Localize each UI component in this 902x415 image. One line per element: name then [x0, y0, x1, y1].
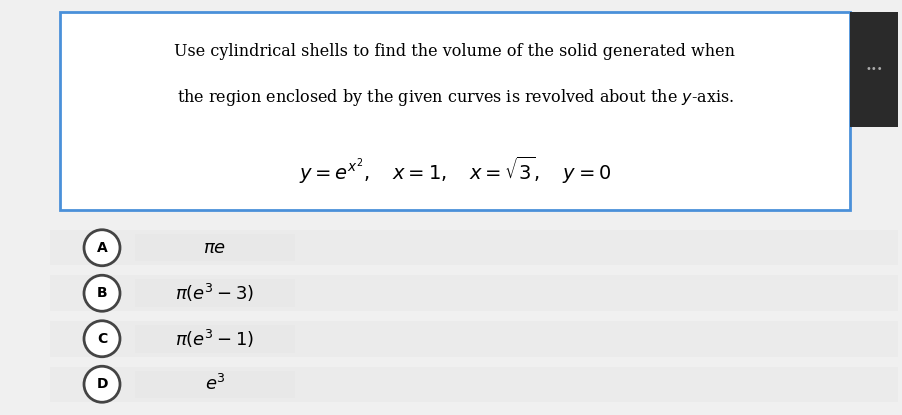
Text: Use cylindrical shells to find the volume of the solid generated when: Use cylindrical shells to find the volum… [174, 43, 735, 60]
Text: •••: ••• [864, 64, 882, 75]
Bar [50, 230, 897, 266]
Bar [50, 321, 897, 356]
Text: $y = e^{x^2}, \quad x = 1, \quad x = \sqrt{3}, \quad y = 0$: $y = e^{x^2}, \quad x = 1, \quad x = \sq… [299, 155, 611, 186]
Text: C: C [97, 332, 107, 346]
Text: the region enclosed by the given curves is revolved about the $y$-axis.: the region enclosed by the given curves … [176, 87, 732, 107]
Bar [135, 234, 295, 261]
Text: $\pi e$: $\pi e$ [203, 239, 226, 257]
Text: $e^3$: $e^3$ [205, 374, 226, 394]
Circle shape [84, 275, 120, 311]
Text: A: A [97, 241, 107, 255]
Bar [60, 12, 849, 210]
Bar [849, 12, 897, 127]
Text: B: B [97, 286, 107, 300]
Circle shape [84, 230, 120, 266]
Bar [60, 12, 849, 210]
Bar [135, 279, 295, 307]
Bar [50, 366, 897, 402]
Bar [50, 276, 897, 311]
Text: D: D [97, 377, 107, 391]
Circle shape [84, 366, 120, 402]
Text: $\pi(e^3 - 1)$: $\pi(e^3 - 1)$ [175, 328, 254, 350]
Text: $\pi(e^3 - 3)$: $\pi(e^3 - 3)$ [175, 282, 254, 304]
Circle shape [84, 321, 120, 357]
Bar [135, 371, 295, 398]
Bar [135, 325, 295, 352]
